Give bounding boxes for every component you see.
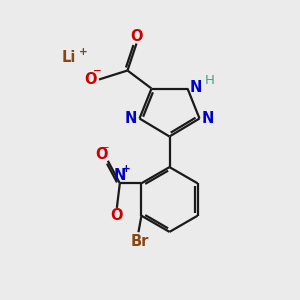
Text: −: −	[101, 142, 110, 153]
Text: Br: Br	[131, 234, 149, 249]
Text: O: O	[84, 72, 97, 87]
Text: O: O	[111, 208, 123, 223]
Text: +: +	[122, 164, 131, 174]
Text: N: N	[202, 111, 214, 126]
Text: −: −	[93, 66, 102, 76]
Text: O: O	[130, 29, 143, 44]
Text: Li: Li	[62, 50, 76, 64]
Text: N: N	[114, 168, 126, 183]
Text: H: H	[205, 74, 214, 87]
Text: N: N	[125, 111, 137, 126]
Text: +: +	[79, 47, 88, 57]
Text: O: O	[95, 147, 107, 162]
Text: N: N	[190, 80, 202, 94]
